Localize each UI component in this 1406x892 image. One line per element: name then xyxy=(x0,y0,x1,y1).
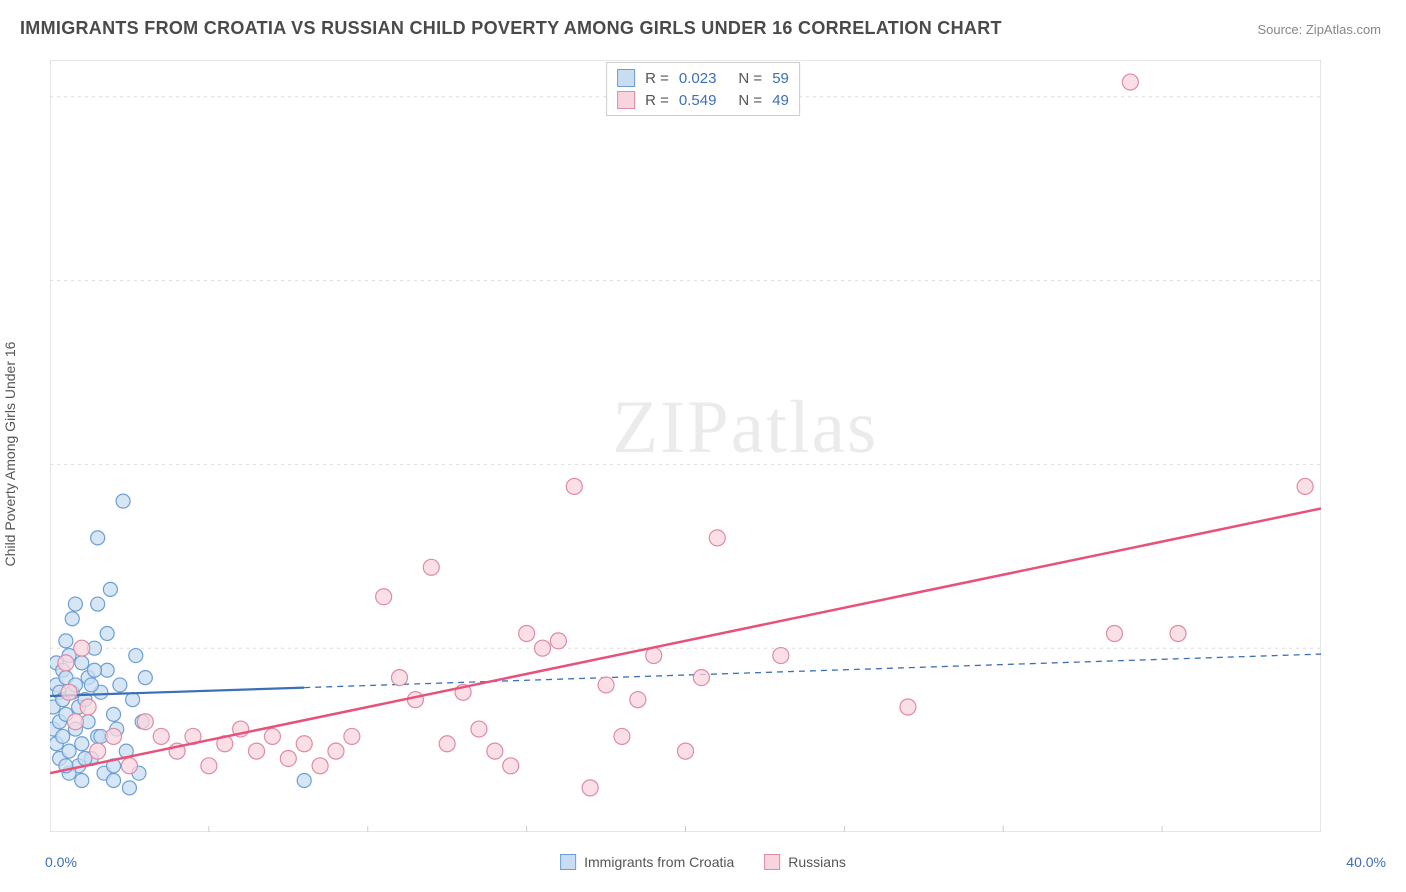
n-value: 49 xyxy=(772,92,789,109)
series-legend: Immigrants from Croatia Russians xyxy=(560,854,846,870)
correlation-legend-row: R = 0.023 N = 59 xyxy=(617,67,789,89)
legend-swatch xyxy=(617,69,635,87)
x-axis-max-label: 40.0% xyxy=(1346,854,1386,870)
correlation-legend: R = 0.023 N = 59 R = 0.549 N = 49 xyxy=(606,62,800,116)
legend-label: Immigrants from Croatia xyxy=(584,854,734,870)
x-axis-origin-label: 0.0% xyxy=(45,854,77,870)
y-axis-label: Child Poverty Among Girls Under 16 xyxy=(2,342,18,567)
legend-swatch xyxy=(560,854,576,870)
n-label: N = xyxy=(738,70,762,87)
chart-title: IMMIGRANTS FROM CROATIA VS RUSSIAN CHILD… xyxy=(20,18,1002,39)
source-attribution: Source: ZipAtlas.com xyxy=(1257,22,1381,37)
n-label: N = xyxy=(738,92,762,109)
legend-label: Russians xyxy=(788,854,846,870)
r-label: R = xyxy=(645,70,669,87)
correlation-legend-row: R = 0.549 N = 49 xyxy=(617,89,789,111)
legend-swatch xyxy=(617,91,635,109)
r-value: 0.549 xyxy=(679,92,717,109)
chart-plot-area xyxy=(50,60,1321,832)
r-value: 0.023 xyxy=(679,70,717,87)
legend-item: Immigrants from Croatia xyxy=(560,854,734,870)
scatter-plot-svg xyxy=(50,60,1321,832)
n-value: 59 xyxy=(772,70,789,87)
r-label: R = xyxy=(645,92,669,109)
legend-swatch xyxy=(764,854,780,870)
legend-item: Russians xyxy=(764,854,846,870)
